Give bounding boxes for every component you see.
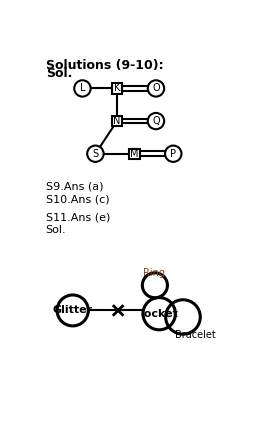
- Ellipse shape: [87, 145, 104, 162]
- Text: Bracelet: Bracelet: [174, 330, 215, 340]
- Ellipse shape: [165, 145, 181, 162]
- Text: Ring: Ring: [143, 268, 165, 278]
- Text: L: L: [80, 84, 85, 93]
- FancyBboxPatch shape: [129, 148, 140, 159]
- Text: Q: Q: [152, 116, 160, 126]
- Text: Sol.: Sol.: [46, 67, 72, 80]
- Text: N: N: [113, 116, 121, 126]
- FancyBboxPatch shape: [112, 116, 122, 126]
- Ellipse shape: [74, 80, 91, 97]
- Text: M: M: [130, 149, 139, 159]
- Text: S: S: [92, 149, 98, 159]
- FancyBboxPatch shape: [112, 83, 122, 94]
- Ellipse shape: [148, 80, 164, 97]
- Text: S9.Ans (a): S9.Ans (a): [46, 181, 103, 192]
- Text: S11.Ans (e): S11.Ans (e): [46, 212, 110, 223]
- Text: O: O: [152, 84, 160, 93]
- Ellipse shape: [148, 113, 164, 129]
- Text: Sol.: Sol.: [46, 225, 66, 234]
- Text: P: P: [170, 149, 176, 159]
- Text: Glitter: Glitter: [53, 305, 93, 315]
- Text: S10.Ans (c): S10.Ans (c): [46, 195, 109, 204]
- Text: Solutions (9-10):: Solutions (9-10):: [46, 59, 163, 72]
- Text: locket: locket: [140, 309, 178, 319]
- Text: K: K: [114, 84, 120, 93]
